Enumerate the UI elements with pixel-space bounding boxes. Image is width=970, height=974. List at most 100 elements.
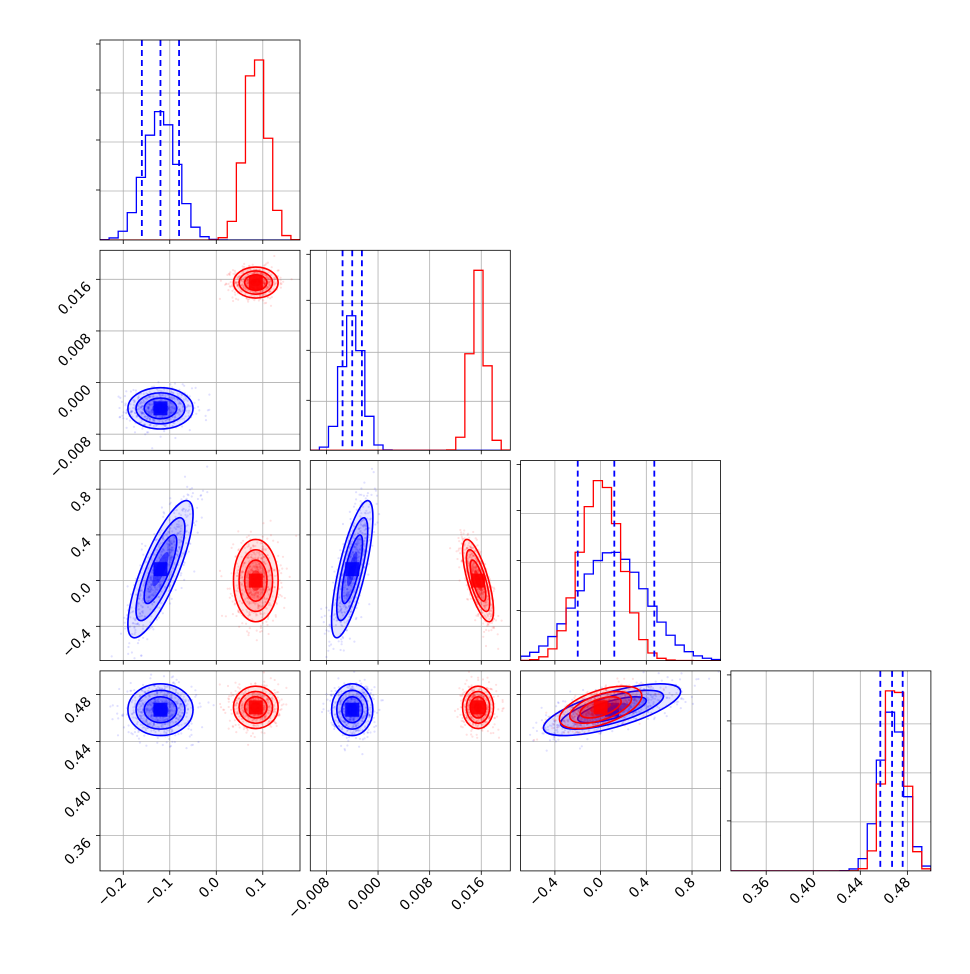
scatter-point [332,648,334,650]
scatter-point [276,725,278,727]
scatter-point [459,552,461,554]
scatter-point [273,255,275,257]
scatter-point [333,571,335,573]
scatter-point [457,549,459,551]
scatter-point [183,579,185,581]
scatter-point [330,643,332,645]
scatter-point [117,717,119,719]
scatter-point [183,564,185,566]
scatter-point [197,532,199,534]
scatter-point [206,466,208,468]
scatter-point [141,428,143,430]
scatter-point [192,492,194,494]
scatter-point [119,397,121,399]
scatter-point [117,734,119,736]
scatter-point [187,494,189,496]
scatter-point [353,641,355,643]
scatter-point [246,630,248,632]
scatter-point [185,747,187,749]
scatter-point [187,728,189,730]
scatter-point [140,655,142,657]
scatter-point [283,607,285,609]
scatter-point [331,566,333,568]
scatter-point [169,602,171,604]
scatter-point [201,498,203,500]
scatter-point [127,653,129,655]
scatter-point [261,630,263,632]
scatter-point [270,534,272,536]
scatter-point [265,621,267,623]
scatter-point [129,420,131,422]
scatter-point [168,738,170,740]
scatter-point [270,677,272,679]
scatter-point [375,490,377,492]
scatter-point [284,597,286,599]
scatter-point [120,633,122,635]
scatter-point [476,539,478,541]
scatter-point [483,631,485,633]
scatter-point [234,272,236,274]
scatter-point [332,581,334,583]
scatter-point [126,427,128,429]
scatter-point [366,495,368,497]
scatter-point [245,732,247,734]
scatter-point [231,595,233,597]
scatter-point [466,598,468,600]
scatter-point [240,542,242,544]
scatter-point [464,537,466,539]
scatter-point [206,491,208,493]
scatter-point [189,395,191,397]
scatter-point [146,638,148,640]
scatter-point [272,620,274,622]
scatter-point [162,612,164,614]
scatter-point [266,624,268,626]
scatter-point [175,589,177,591]
scatter-point [118,407,120,409]
scatter-point [456,558,458,560]
scatter-point [371,468,373,470]
scatter-point [227,588,229,590]
scatter-point [189,488,191,490]
scatter-point [144,545,146,547]
scatter-point [354,503,356,505]
scatter-point [139,742,141,744]
scatter-point [129,690,131,692]
scatter-point [378,513,380,515]
scatter-point [126,418,128,420]
scatter-point [338,640,340,642]
scatter-point [280,283,282,285]
scatter-point [260,627,262,629]
scatter-point [197,706,199,708]
scatter-point [200,706,202,708]
scatter-point [124,627,126,629]
scatter-point [272,540,274,542]
scatter-point [274,692,276,694]
scatter-point [139,564,141,566]
scatter-point [232,613,234,615]
scatter-point [339,549,341,551]
scatter-point [262,522,264,524]
scatter-point [355,491,357,493]
scatter-point [232,269,234,271]
scatter-point [163,511,165,513]
scatter-point [220,575,222,577]
scatter-point [171,741,173,743]
scatter-point [188,725,190,727]
scatter-point [197,741,199,743]
scatter-point [188,551,190,553]
scatter-point [456,550,458,552]
scatter-point [234,719,236,721]
scatter-point [457,537,459,539]
scatter-point [124,622,126,624]
scatter-point [368,603,370,605]
scatter-point [150,674,152,676]
scatter-point [197,498,199,500]
scatter-point [472,531,474,533]
scatter-point [497,615,499,617]
scatter-point [328,641,330,643]
panel-2-0 [111,466,298,690]
scatter-point [493,587,495,589]
scatter-point [463,529,465,531]
scatter-point [184,562,186,564]
scatter-point [170,745,172,747]
